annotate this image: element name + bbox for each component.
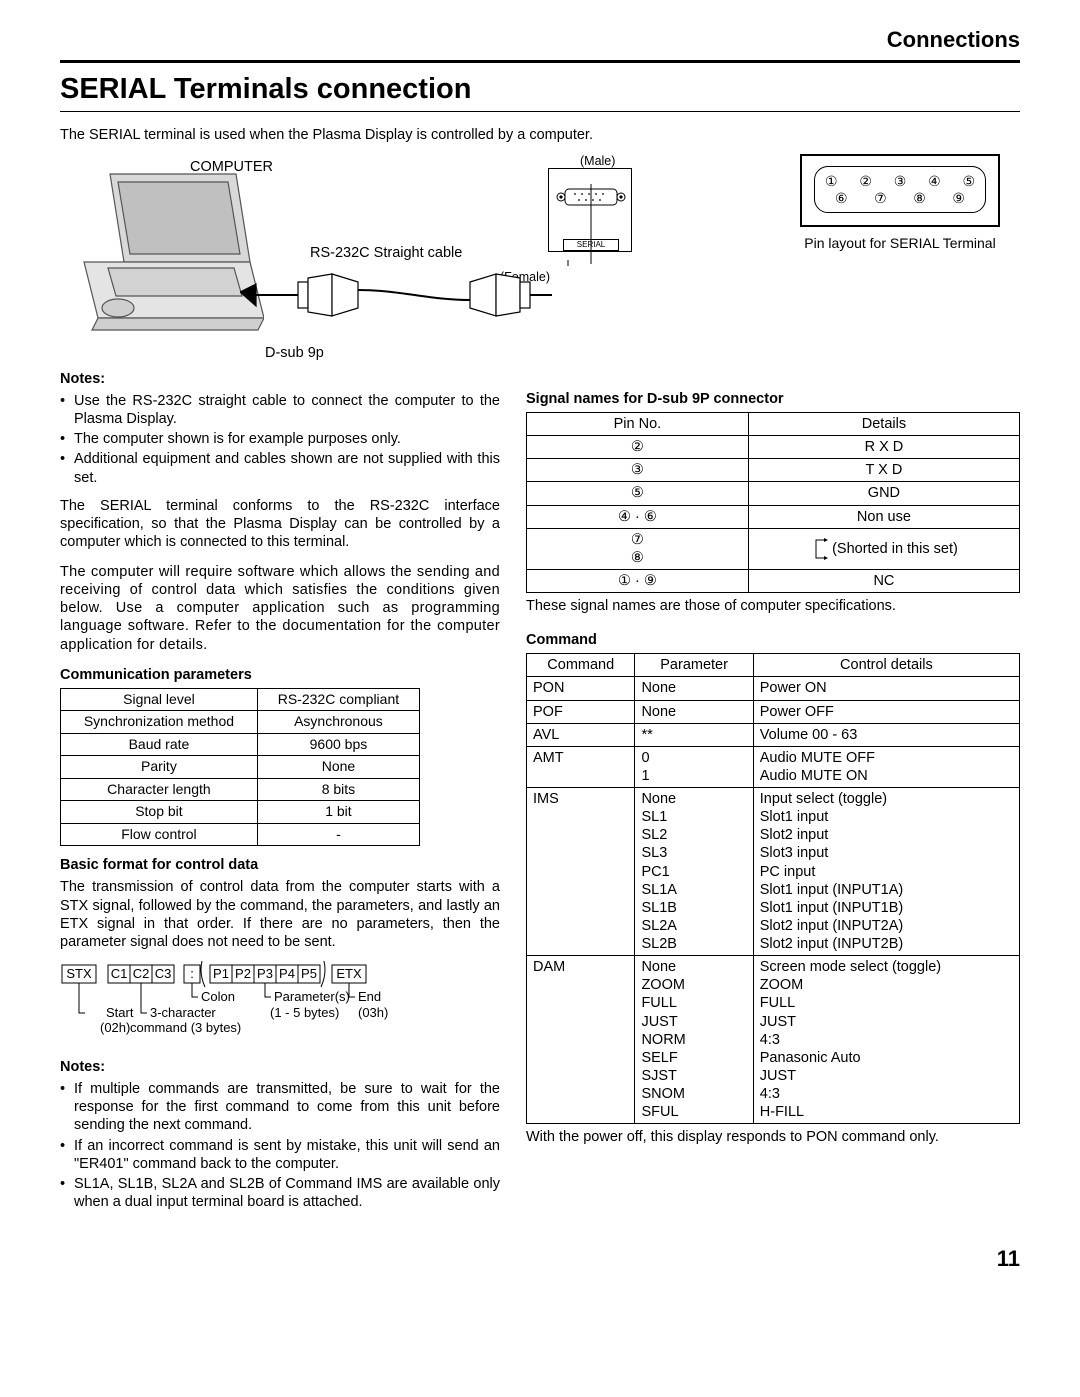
comm-params-heading: Communication parameters bbox=[60, 666, 500, 684]
pin-layout-box: ①②③④⑤ ⑥⑦⑧⑨ Pin layout for SERIAL Termina… bbox=[800, 154, 1000, 253]
label-computer: COMPUTER bbox=[190, 158, 273, 176]
signal-footer: These signal names are those of computer… bbox=[526, 597, 1020, 615]
basic-format-text: The transmission of control data from th… bbox=[60, 878, 500, 951]
svg-text:P1: P1 bbox=[213, 966, 229, 981]
notes-list-top: •Use the RS-232C straight cable to conne… bbox=[60, 392, 500, 487]
svg-text:Colon: Colon bbox=[201, 989, 235, 1004]
notes-heading: Notes: bbox=[60, 370, 500, 388]
signal-heading: Signal names for D-sub 9P connector bbox=[526, 390, 1020, 408]
paragraph: The computer will require software which… bbox=[60, 563, 500, 654]
page-title: SERIAL Terminals connection bbox=[60, 71, 1020, 107]
connection-diagram: COMPUTER (Male) RS-232C Straight cable (… bbox=[60, 154, 788, 364]
svg-text:P4: P4 bbox=[279, 966, 295, 981]
laptop-icon bbox=[64, 168, 264, 338]
cable-icon bbox=[240, 260, 580, 330]
svg-text:P2: P2 bbox=[235, 966, 251, 981]
divider bbox=[60, 111, 1020, 112]
divider bbox=[60, 60, 1020, 63]
label-dsub9p: D-sub 9p bbox=[265, 344, 324, 362]
svg-text::: : bbox=[190, 966, 194, 981]
section-header: Connections bbox=[60, 26, 1020, 54]
signal-table: Pin No.Details②R X D③T X D⑤GND④ · ⑥Non u… bbox=[526, 412, 1020, 593]
svg-text:ETX: ETX bbox=[336, 966, 362, 981]
vline bbox=[590, 184, 592, 264]
pin-layout-caption: Pin layout for SERIAL Terminal bbox=[800, 235, 1000, 253]
command-footer: With the power off, this display respond… bbox=[526, 1128, 1020, 1146]
svg-text:P5: P5 bbox=[301, 966, 317, 981]
format-diagram: STX C1 C2 C3 : P1 P2 P3 P4 P5 ETX Start … bbox=[60, 961, 440, 1051]
svg-text:(03h): (03h) bbox=[358, 1005, 388, 1020]
notes-list-bottom: •If multiple commands are transmitted, b… bbox=[60, 1080, 500, 1211]
svg-text:C3: C3 bbox=[155, 966, 172, 981]
paragraph: The SERIAL terminal conforms to the RS-2… bbox=[60, 497, 500, 551]
svg-text:STX: STX bbox=[66, 966, 92, 981]
svg-text:Start: Start bbox=[106, 1005, 134, 1020]
svg-text:P3: P3 bbox=[257, 966, 273, 981]
svg-text:(1 - 5 bytes): (1 - 5 bytes) bbox=[270, 1005, 339, 1020]
basic-format-heading: Basic format for control data bbox=[60, 856, 500, 874]
svg-text:(02h): (02h) bbox=[100, 1020, 130, 1035]
page-number: 11 bbox=[60, 1245, 1020, 1273]
svg-text:C1: C1 bbox=[111, 966, 128, 981]
command-table: CommandParameterControl detailsPONNonePo… bbox=[526, 653, 1020, 1124]
comm-params-table: Signal levelRS-232C compliantSynchroniza… bbox=[60, 688, 420, 847]
notes-heading: Notes: bbox=[60, 1058, 500, 1076]
command-heading: Command bbox=[526, 631, 1020, 649]
svg-text:End: End bbox=[358, 989, 381, 1004]
svg-text:Parameter(s): Parameter(s) bbox=[274, 989, 350, 1004]
svg-text:C2: C2 bbox=[133, 966, 150, 981]
intro-text: The SERIAL terminal is used when the Pla… bbox=[60, 126, 1020, 144]
svg-text:command (3 bytes): command (3 bytes) bbox=[130, 1020, 241, 1035]
svg-text:3-character: 3-character bbox=[150, 1005, 216, 1020]
